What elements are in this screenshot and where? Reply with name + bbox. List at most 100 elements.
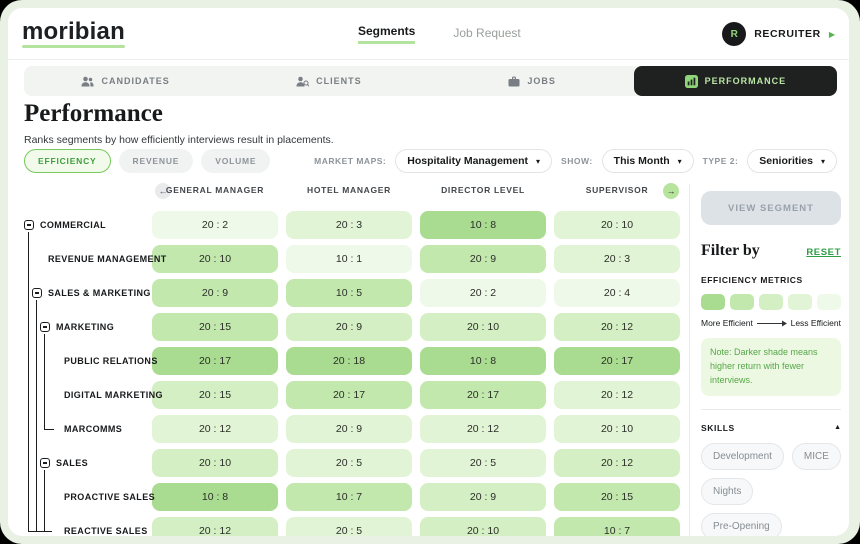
- tab-jobs[interactable]: JOBS: [431, 66, 634, 96]
- matrix-cell[interactable]: 20 : 3: [286, 211, 412, 239]
- matrix-cell[interactable]: 10 : 8: [152, 483, 278, 511]
- matrix-cell[interactable]: 20 : 10: [152, 245, 278, 273]
- column-header-general-manager: GENERAL MANAGER: [165, 185, 265, 195]
- skills-section-header[interactable]: SKILLS ▲: [701, 423, 841, 433]
- matrix-cell[interactable]: 20 : 4: [554, 279, 680, 307]
- matrix-cell[interactable]: 20 : 2: [152, 211, 278, 239]
- skill-chip-mice[interactable]: MICE: [791, 442, 841, 470]
- dropdown-value: Seniorities: [759, 155, 813, 167]
- matrix-cell[interactable]: 20 : 9: [152, 279, 278, 307]
- tab-clients[interactable]: CLIENTS: [227, 66, 430, 96]
- scroll-left-button[interactable]: ←: [155, 183, 171, 199]
- matrix-cell[interactable]: 20 : 17: [286, 381, 412, 409]
- matrix-cell[interactable]: 20 : 2: [420, 279, 546, 307]
- view-segment-button[interactable]: VIEW SEGMENT: [701, 191, 841, 225]
- matrix-cell[interactable]: 10 : 7: [554, 517, 680, 536]
- matrix-cell[interactable]: 10 : 8: [420, 347, 546, 375]
- metric-chip-efficiency[interactable]: EFFICIENCY: [24, 149, 111, 173]
- chevron-right-icon: ▶: [828, 29, 835, 39]
- chevron-down-icon: ▾: [677, 156, 682, 166]
- matrix-cell[interactable]: 20 : 10: [554, 415, 680, 443]
- matrix-cell[interactable]: 20 : 12: [420, 415, 546, 443]
- collapse-icon[interactable]: [40, 322, 50, 332]
- collapse-icon[interactable]: [24, 220, 34, 230]
- matrix-cell[interactable]: 20 : 10: [420, 313, 546, 341]
- collapse-icon[interactable]: [32, 288, 42, 298]
- legend-swatch: [817, 294, 841, 310]
- nav-item-job-request[interactable]: Job Request: [453, 26, 521, 40]
- matrix-cell[interactable]: 20 : 5: [286, 517, 412, 536]
- logo[interactable]: moribian: [22, 18, 125, 49]
- segment-tab-bar: CANDIDATES CLIENTS JOBS PERFORMANCE: [24, 66, 837, 96]
- tab-performance[interactable]: PERFORMANCE: [633, 66, 837, 96]
- efficiency-metrics-label: EFFICIENCY METRICS: [701, 275, 803, 285]
- matrix-cell[interactable]: 20 : 17: [554, 347, 680, 375]
- collapse-icon[interactable]: [40, 458, 50, 468]
- matrix-cell[interactable]: 20 : 18: [286, 347, 412, 375]
- skill-chip-pre-opening[interactable]: Pre-Opening: [701, 512, 782, 536]
- matrix-cell[interactable]: 20 : 5: [420, 449, 546, 477]
- matrix-cell[interactable]: 20 : 10: [420, 517, 546, 536]
- matrix-cell[interactable]: 20 : 15: [554, 483, 680, 511]
- matrix-cell[interactable]: 10 : 7: [286, 483, 412, 511]
- matrix-cell[interactable]: 20 : 12: [152, 517, 278, 536]
- scroll-right-button[interactable]: →: [663, 183, 679, 199]
- tab-label: CLIENTS: [316, 76, 362, 86]
- matrix-cell[interactable]: 20 : 3: [554, 245, 680, 273]
- matrix-cell[interactable]: 20 : 9: [286, 313, 412, 341]
- sidebar: VIEW SEGMENT Filter by RESET EFFICIENCY …: [701, 184, 841, 536]
- metric-chip-revenue[interactable]: REVENUE: [118, 149, 194, 173]
- tab-candidates[interactable]: CANDIDATES: [24, 66, 227, 96]
- matrix-cell[interactable]: 20 : 12: [554, 381, 680, 409]
- row-label: MARKETING: [56, 322, 115, 332]
- tree-line: [36, 300, 37, 531]
- matrix-cell[interactable]: 20 : 9: [420, 245, 546, 273]
- matrix-cell[interactable]: 20 : 15: [152, 313, 278, 341]
- column-header-hotel-manager: HOTEL MANAGER: [306, 185, 392, 195]
- matrix-cell[interactable]: 10 : 8: [420, 211, 546, 239]
- matrix-cell[interactable]: 20 : 5: [286, 449, 412, 477]
- row-label-cell: REACTIVE SALES: [8, 517, 152, 536]
- user-menu[interactable]: R RECRUITER ▶: [722, 8, 835, 60]
- matrix-cell[interactable]: 20 : 17: [152, 347, 278, 375]
- legend-swatch: [788, 294, 812, 310]
- matrix-cell[interactable]: 10 : 5: [286, 279, 412, 307]
- nav-item-segments[interactable]: Segments: [358, 24, 416, 44]
- legend-more-label: More Efficient: [701, 318, 753, 328]
- client-search-icon: [296, 76, 310, 87]
- skill-chip-nights[interactable]: Nights: [701, 477, 754, 505]
- matrix-cell[interactable]: 20 : 17: [420, 381, 546, 409]
- row-label-cell: PROACTIVE SALES: [8, 483, 155, 511]
- matrix-row-marketing: MARKETING 20 : 15 20 : 9 20 : 10 20 : 12: [8, 313, 680, 341]
- dropdown-market-maps[interactable]: Hospitality Management ▾: [395, 149, 553, 173]
- dropdown-value: This Month: [613, 155, 670, 167]
- tree-line: [28, 531, 36, 532]
- matrix-cell[interactable]: 20 : 12: [152, 415, 278, 443]
- row-cells: 20 : 2 20 : 3 10 : 8 20 : 10: [152, 211, 680, 239]
- skill-chip-development[interactable]: Development: [701, 442, 784, 470]
- row-label: PUBLIC RELATIONS: [64, 356, 158, 366]
- reset-link[interactable]: RESET: [806, 247, 841, 258]
- matrix-cell[interactable]: 10 : 1: [286, 245, 412, 273]
- row-label: SALES: [56, 458, 89, 468]
- legend-caption: More Efficient Less Efficient: [701, 318, 841, 328]
- matrix-cell[interactable]: 20 : 12: [554, 313, 680, 341]
- efficiency-legend: [701, 294, 841, 310]
- matrix-cell[interactable]: 20 : 9: [286, 415, 412, 443]
- row-label: COMMERCIAL: [40, 220, 106, 230]
- tree-line: [44, 334, 45, 429]
- matrix-cell[interactable]: 20 : 10: [554, 211, 680, 239]
- dropdown-show[interactable]: This Month ▾: [601, 149, 694, 173]
- matrix-cell[interactable]: 20 : 9: [420, 483, 546, 511]
- row-label-cell: MARCOMMS: [8, 415, 152, 443]
- metric-chip-volume[interactable]: VOLUME: [201, 149, 271, 173]
- matrix-cell[interactable]: 20 : 10: [152, 449, 278, 477]
- matrix-cell[interactable]: 20 : 15: [152, 381, 278, 409]
- row-cells: 20 : 12 20 : 9 20 : 12 20 : 10: [152, 415, 680, 443]
- tree-line: [36, 531, 44, 532]
- legend-swatch: [701, 294, 725, 310]
- dropdown-type-2[interactable]: Seniorities ▾: [747, 149, 837, 173]
- matrix-row-marcomms: MARCOMMS 20 : 12 20 : 9 20 : 12 20 : 10: [8, 415, 680, 443]
- matrix-cell[interactable]: 20 : 12: [554, 449, 680, 477]
